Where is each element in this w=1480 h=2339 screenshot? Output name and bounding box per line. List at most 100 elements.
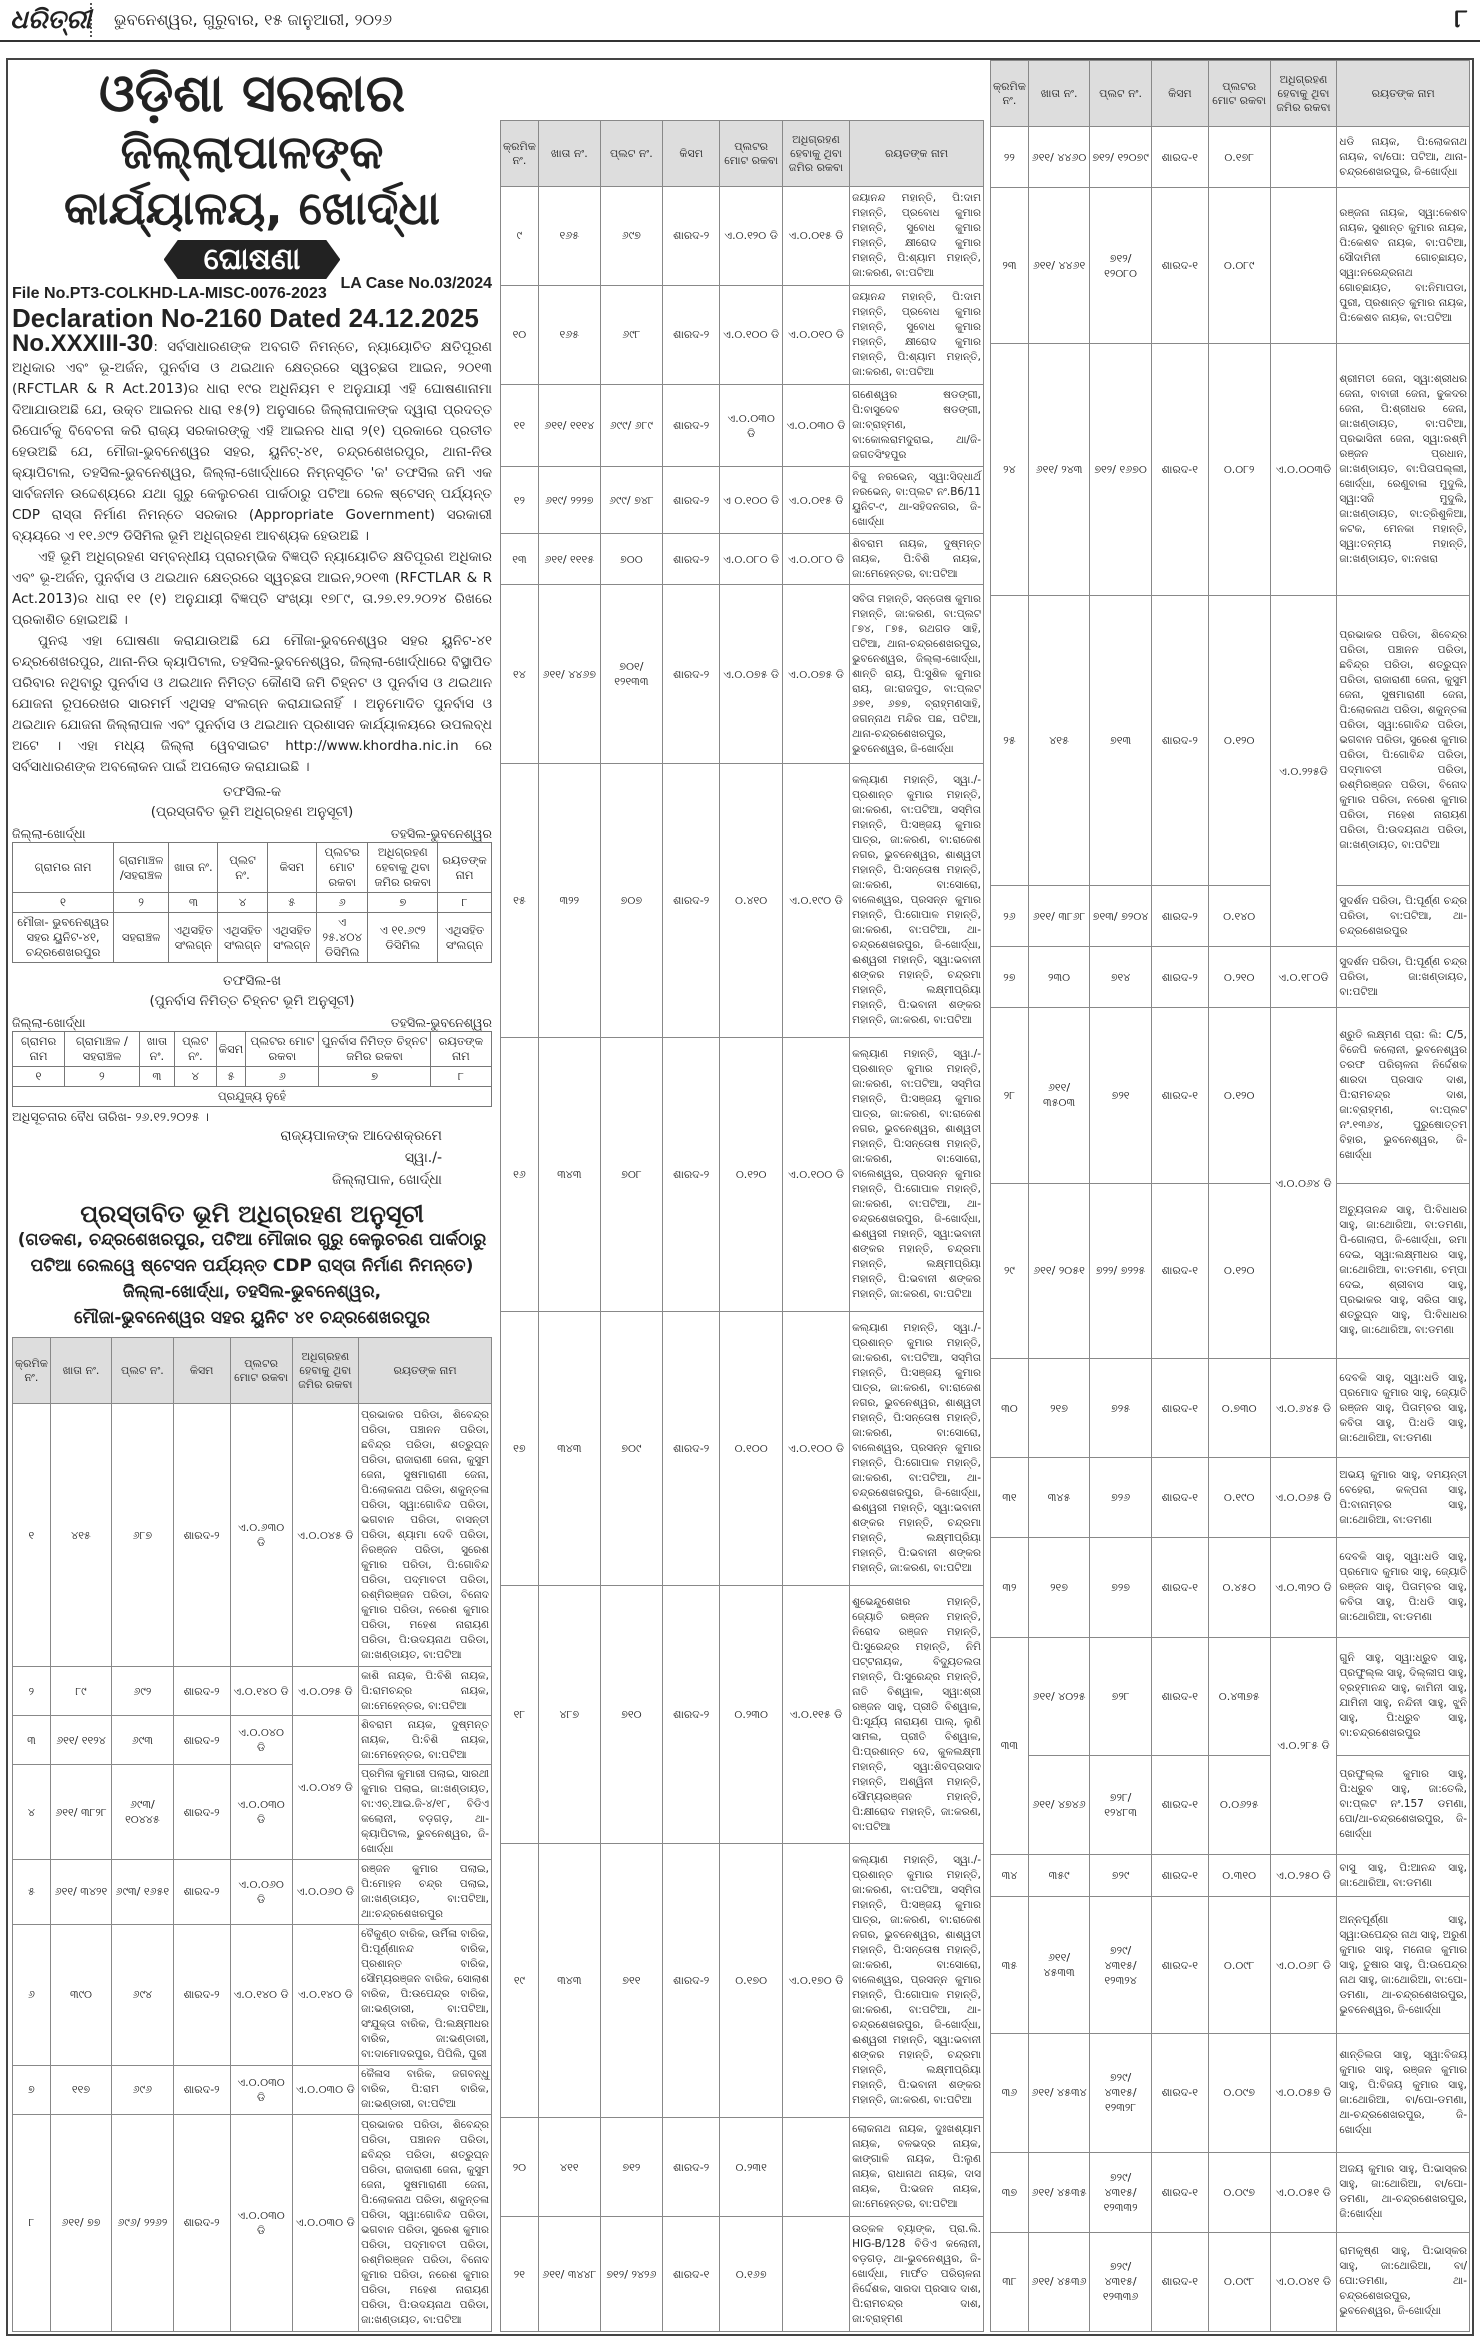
- table-row: ୨ ୮୯ ୬୯୨ ଶାରଦ-୨ ଏ.୦.୧୪୦ ଡି ଏ.୦.୦୨୫ ଡି କାଶି ନାୟ…: [12, 1666, 492, 1717]
- column-header: କିସମ: [215, 1031, 247, 1067]
- table-row: ୧୩ ୬୧୧/ ୧୧୧୫ ୭୦୦ ଶାରଦ-୨ ଏ.୦.୦୮୦ ଡି ଏ.୦.୦୮୦ ଡି…: [500, 533, 984, 586]
- table-row: ୧୦ ୧୬୫ ୬୯୮ ଶାରଦ-୨ ଏ.୦.୧୦୦ ଡି ଏ.୦.୦୧୦ ଡି ଜୟାନନ୍…: [500, 284, 984, 385]
- plot-number: ୭୧୪: [1089, 946, 1152, 1009]
- table-row: ୩୭ ୬୧୧/ ୪୫୩୫ ୭୨୯/ ୪୩୧୫/ ୧୨୩୩୨ ଶାରଦ-୧ ୦.୦୯୭ ଏ.…: [990, 2151, 1470, 2233]
- serial-number: ୧୩: [500, 533, 539, 586]
- khata-number: ୪୮୭: [537, 1585, 601, 1845]
- header-row: କ୍ରମିକ ନଂ. ଖାତା ନଂ. ପ୍ଲଟ ନଂ. କିସମ ପ୍ଲଟର ମୋଟ …: [12, 1337, 492, 1404]
- acquired-area: ଏ.୦.୦୪୧ ଡି: [1269, 2231, 1338, 2333]
- file-number: File No.PT3-COLKHD-LA-MISC-0076-2023: [12, 285, 327, 302]
- plot-number: ୬୮୭: [111, 1402, 174, 1668]
- acquired-area: ଏ.୦.୧୦୦ ଡି: [781, 1036, 851, 1313]
- column-header: ପ୍ଲଟ ନଂ.: [174, 1031, 217, 1067]
- land-type: ଶାରଦ-୨: [661, 1036, 721, 1313]
- plot-number: ୭୨୯: [1089, 1854, 1152, 1897]
- total-area: ୦.୪୧୦: [719, 762, 783, 1038]
- owner-names: ଜୟାନନ୍ଦ ମହାନ୍ତି, ପି:ଦାମ ମହାନ୍ତି, ପ୍ରବୋଧ …: [849, 284, 984, 385]
- total-area: ୦.୦୯୮: [1207, 1895, 1271, 2035]
- serial-number: ୨୯: [990, 1182, 1029, 1360]
- land-type: ଶାରଦ-୧: [1150, 1854, 1209, 1897]
- tahasil-label: ତହସିଲ-ଭୁବନେଶ୍ୱର: [390, 1015, 492, 1030]
- acquired-area: ଏ.୦.୦୬୦ ଡି: [291, 1859, 360, 1925]
- khata-number: ୬୧୧/ ୪୫୩୪: [1027, 2033, 1091, 2153]
- khata-number: ୬୧୧/ ୩୮୬୮: [1027, 885, 1091, 948]
- table-row: ୧୮ ୪୮୭ ୭୧୦ ଶାରଦ-୨ ୦.୨୩୦ ଏ.୦.୧୧୫ ଡି ଶୁଭେନ୍ଦୁଶେଖ…: [500, 1585, 984, 1845]
- plot-number: ୭୦୭: [599, 762, 663, 1038]
- khata-number: ୬୧୯/ ୨୨୨୭: [537, 466, 601, 535]
- schedule-ka-subtitle: (ପ୍ରସ୍ତାବିତ ଭୂମି ଅଧିଗ୍ରହଣ ଅନୁସୂଚୀ): [150, 804, 354, 820]
- column-header: କ୍ରମିକ ନଂ.: [500, 120, 539, 187]
- land-type: ଶାରଦ-୧: [1150, 187, 1209, 345]
- khata-number: ୩୯୦: [49, 1923, 113, 2066]
- owner-names: ବିଜୁ ନରଭେନ୍, ସ୍ୱା:ସିଦ୍ଧାର୍ଥ ନରଭେନ୍, ବା:ପ…: [849, 466, 984, 535]
- column-number: ୧: [11, 892, 115, 913]
- total-area: ୦.୧୨୦: [1207, 595, 1271, 887]
- serial-number: ୬: [12, 1923, 51, 2066]
- column-header: ଅଧିଗ୍ରହଣ ହେବାକୁ ଥିବା ଜମିର ରକବା: [1269, 60, 1338, 127]
- khata-number: ୬୧୧/ ୭୭: [49, 2113, 113, 2333]
- land-type: ଶାରଦ-୧: [1150, 1007, 1209, 1184]
- signature-order: ରାଜ୍ୟପାଳଙ୍କ ଆଦେଶକ୍ରମେ: [280, 1128, 442, 1144]
- column-number: ୨: [113, 892, 170, 913]
- column-number: ୫: [266, 892, 317, 913]
- column-header: ରୟତଙ୍କ ନାମ: [358, 1337, 492, 1404]
- land-type: ଶାରଦ-୧: [1150, 2151, 1209, 2233]
- table-row: ୨୯ ୬୧୧/ ୨୦୫୧ ୭୨୨/ ୭୨୨୫ ଶାରଦ-୧ ୦.୧୨୦ ଅଚ୍ୟୁତାନନ…: [990, 1182, 1470, 1360]
- owner-names: ସୁଦର୍ଶନ ପରିଡା, ପି:ପୂର୍ଣ୍ଣ ଚନ୍ଦ୍ର ପରିଡା, …: [1336, 946, 1470, 1009]
- column-header: ରୟତଙ୍କ ନାମ: [437, 842, 492, 893]
- land-type: ଶାରଦ-୧: [1150, 2033, 1209, 2153]
- notice-column: ଓଡ଼ିଶା ସରକାର ଜିଲ୍ଲାପାଳଙ୍କ କାର୍ଯ୍ୟାଳୟ, ଖୋ…: [11, 64, 493, 2333]
- owner-names: ସବିତା ମହାନ୍ତି, ସନ୍ତୋଷ କୁମାର ମହାନ୍ତି, ଜା:…: [849, 584, 984, 764]
- total-area: ଏ ୦.୧୦୦ ଡି: [719, 466, 783, 535]
- table-row: ୩୪ ୩୫୯ ୭୨୯ ଶାରଦ-୧ ୦.୩୧୦ ଏ.୦.୨୫୦ ଡି ବାସୁ ସାହୁ, …: [990, 1854, 1470, 1897]
- column-number: ୮: [429, 1066, 493, 1087]
- owner-names: ପ୍ରମିଳା କୁମାରୀ ପଲାଇ, ସାରଥୀ କୁମାର ପଲାଇ, ଜ…: [358, 1764, 492, 1861]
- acquired-area: [781, 2117, 851, 2218]
- plot-number: ୭୧୨/ ୨୪୨୬: [599, 2216, 663, 2332]
- land-type: ଶାରଦ-୨: [1150, 595, 1209, 887]
- serial-number: ୩୩: [990, 1636, 1029, 1856]
- khata-number: ୬୧୧/ ୨୦୫୧: [1027, 1182, 1091, 1360]
- khata-number: ୬୧୧/ ୩୪୨୧: [49, 1859, 113, 1925]
- total-area: ୦.୭୩୦: [1207, 1358, 1271, 1459]
- table-row: ୭ ୧୧୭ ୬୯୬ ଶାରଦ-୨ ଏ.୦.୦୩୦ ଡି ଏ.୦.୦୩୦ ଡି କୈଳାସ ବ…: [12, 2064, 492, 2115]
- serial-number: ୨୨: [990, 125, 1029, 189]
- total-area: ୦.୩୧୦: [1207, 1854, 1271, 1897]
- column-number: ୫: [215, 1066, 247, 1087]
- land-type: ଶାରଦ-୨: [661, 2117, 721, 2218]
- khata-number: ୬୧୧/ ୪୪୬୧: [1027, 187, 1091, 345]
- serial-number: ୧୭: [500, 1311, 539, 1587]
- serial-number: ୧୮: [500, 1585, 539, 1845]
- land-type: ଶାରଦ-୨: [661, 762, 721, 1038]
- plot-number: ୬୯୯/ ୭୪୮: [599, 466, 663, 535]
- tahasil-label: ତହସିଲ-ଭୁବନେଶ୍ୱର: [390, 826, 492, 841]
- column-number: ୩: [168, 892, 219, 913]
- signature-designation: ଜିଲ୍ଲାପାଳ, ଖୋର୍ଦ୍ଧା: [332, 1172, 442, 1188]
- acquired-area: ଏ.୦.୬୪୫ ଡି: [1269, 1358, 1338, 1459]
- table-row: ୩୦ ୨୧୭ ୭୨୫ ଶାରଦ-୧ ୦.୭୩୦ ଏ.୦.୬୪୫ ଡି ଦେବକି ସାହୁ,…: [990, 1358, 1470, 1459]
- khata-number: ୬୧୧/ ୪୫୩୩: [1027, 1895, 1091, 2035]
- plot-number: ୬୯୬/ ୨୨୬୨: [111, 2113, 174, 2333]
- reference-number: No.XXXIII-30: [12, 330, 154, 357]
- column-number: ୭: [318, 1066, 431, 1087]
- column-header: ପ୍ଲଟର ମୋଟ ରକବା: [719, 120, 783, 187]
- land-type: ଶାରଦ-୨: [172, 1764, 231, 1861]
- table-row: ୧୧ ୬୧୧/ ୧୧୧୪ ୬୯୯/ ୬୮୯ ଶାରଦ-୨ ଏ.୦.୦୩୦ ଡି ଏ.୦.୦…: [500, 383, 984, 468]
- plot-number: ୭୧୧: [599, 1843, 663, 2119]
- schedule-line: ପଟିଆ ରେଲୱେ ଷ୍ଟେସନ ପର୍ଯ୍ୟନ୍ତ CDP ରାସ୍ତା ନ…: [30, 1256, 474, 1276]
- acquired-area: ଏ.୦.୦୬୪ ଡି: [1269, 1007, 1338, 1360]
- total-area: ୦.୧୯୦: [1207, 1457, 1271, 1539]
- total-area: ୦.୧୨୦: [1207, 1007, 1271, 1184]
- total-area: ୦.୨୩୧: [719, 2117, 783, 2218]
- table-row: ୧୫ ୩୨୨ ୭୦୭ ଶାରଦ-୨ ୦.୪୧୦ ଏ.୦.୧୯୦ ଡି କଲ୍ୟାଣ ମହାନ…: [500, 762, 984, 1038]
- total-area: ଏ.୦.୬୩୦ ଡି: [229, 1402, 293, 1668]
- acquired-area: ଏ.୦.୦୭୫ ଡି: [781, 584, 851, 764]
- land-schedule-table-3: କ୍ରମିକ ନଂ. ଖାତା ନଂ. ପ୍ଲଟ ନଂ. କିସମ ପ୍ଲଟର ମୋଟ …: [990, 60, 1470, 2333]
- acquired-area: ଏ.୦.୧୧୫ ଡି: [781, 1585, 851, 1845]
- table-cell: ଏଥିସହିତ ସଂଲଗ୍ନ: [168, 912, 219, 963]
- serial-number: ୧୨: [500, 466, 539, 535]
- column-number: ୪: [217, 892, 268, 913]
- acquired-area: [1269, 125, 1338, 189]
- land-type: ଶାରଦ-୧: [661, 2216, 721, 2332]
- land-type: ଶାରଦ-୨: [661, 383, 721, 468]
